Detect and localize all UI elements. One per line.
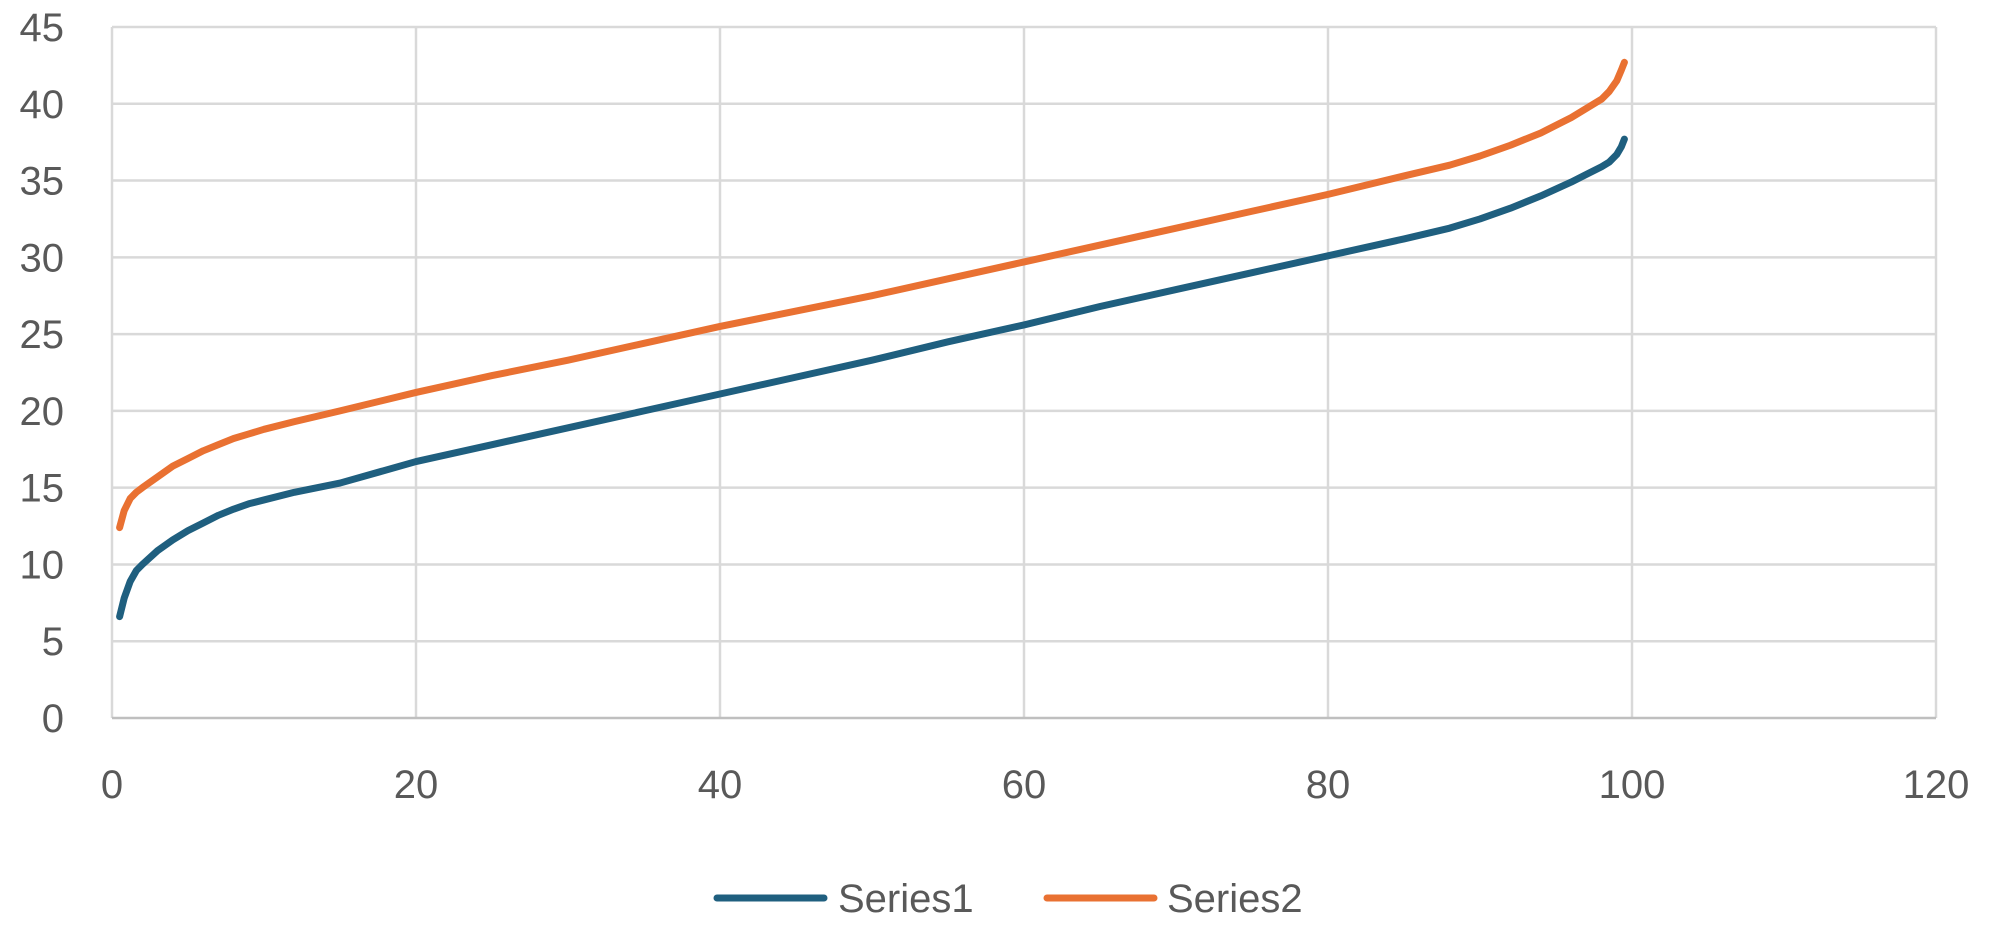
x-tick-label: 20 bbox=[394, 763, 439, 807]
x-tick-label: 120 bbox=[1903, 763, 1970, 807]
y-tick-label: 10 bbox=[20, 543, 65, 587]
x-tick-label: 80 bbox=[1306, 763, 1351, 807]
legend-label-2: Series2 bbox=[1167, 877, 1303, 920]
x-tick-label: 60 bbox=[1002, 763, 1047, 807]
x-tick-label: 100 bbox=[1599, 763, 1666, 807]
x-tick-label: 0 bbox=[101, 763, 123, 807]
series-line-2 bbox=[116, 58, 1628, 532]
series-line-1 bbox=[116, 135, 1628, 621]
legend: Series1 Series2 bbox=[713, 877, 1303, 921]
y-tick-label: 20 bbox=[20, 390, 65, 434]
y-tick-label: 25 bbox=[20, 313, 65, 357]
y-tick-label: 45 bbox=[20, 6, 65, 50]
tick-labels: 0 5 10 15 20 25 30 35 40 45 0 20 40 60 80 100 120 bbox=[20, 6, 1970, 807]
series-lines bbox=[116, 58, 1628, 621]
gridlines bbox=[110, 25, 1938, 718]
y-tick-label: 5 bbox=[42, 620, 64, 664]
y-tick-label: 40 bbox=[20, 83, 65, 127]
y-tick-label: 15 bbox=[20, 467, 65, 511]
y-tick-label: 35 bbox=[20, 160, 65, 204]
y-tick-label: 30 bbox=[20, 236, 65, 280]
x-tick-label: 40 bbox=[698, 763, 743, 807]
y-tick-label: 0 bbox=[42, 697, 64, 741]
legend-label-1: Series1 bbox=[838, 877, 974, 920]
